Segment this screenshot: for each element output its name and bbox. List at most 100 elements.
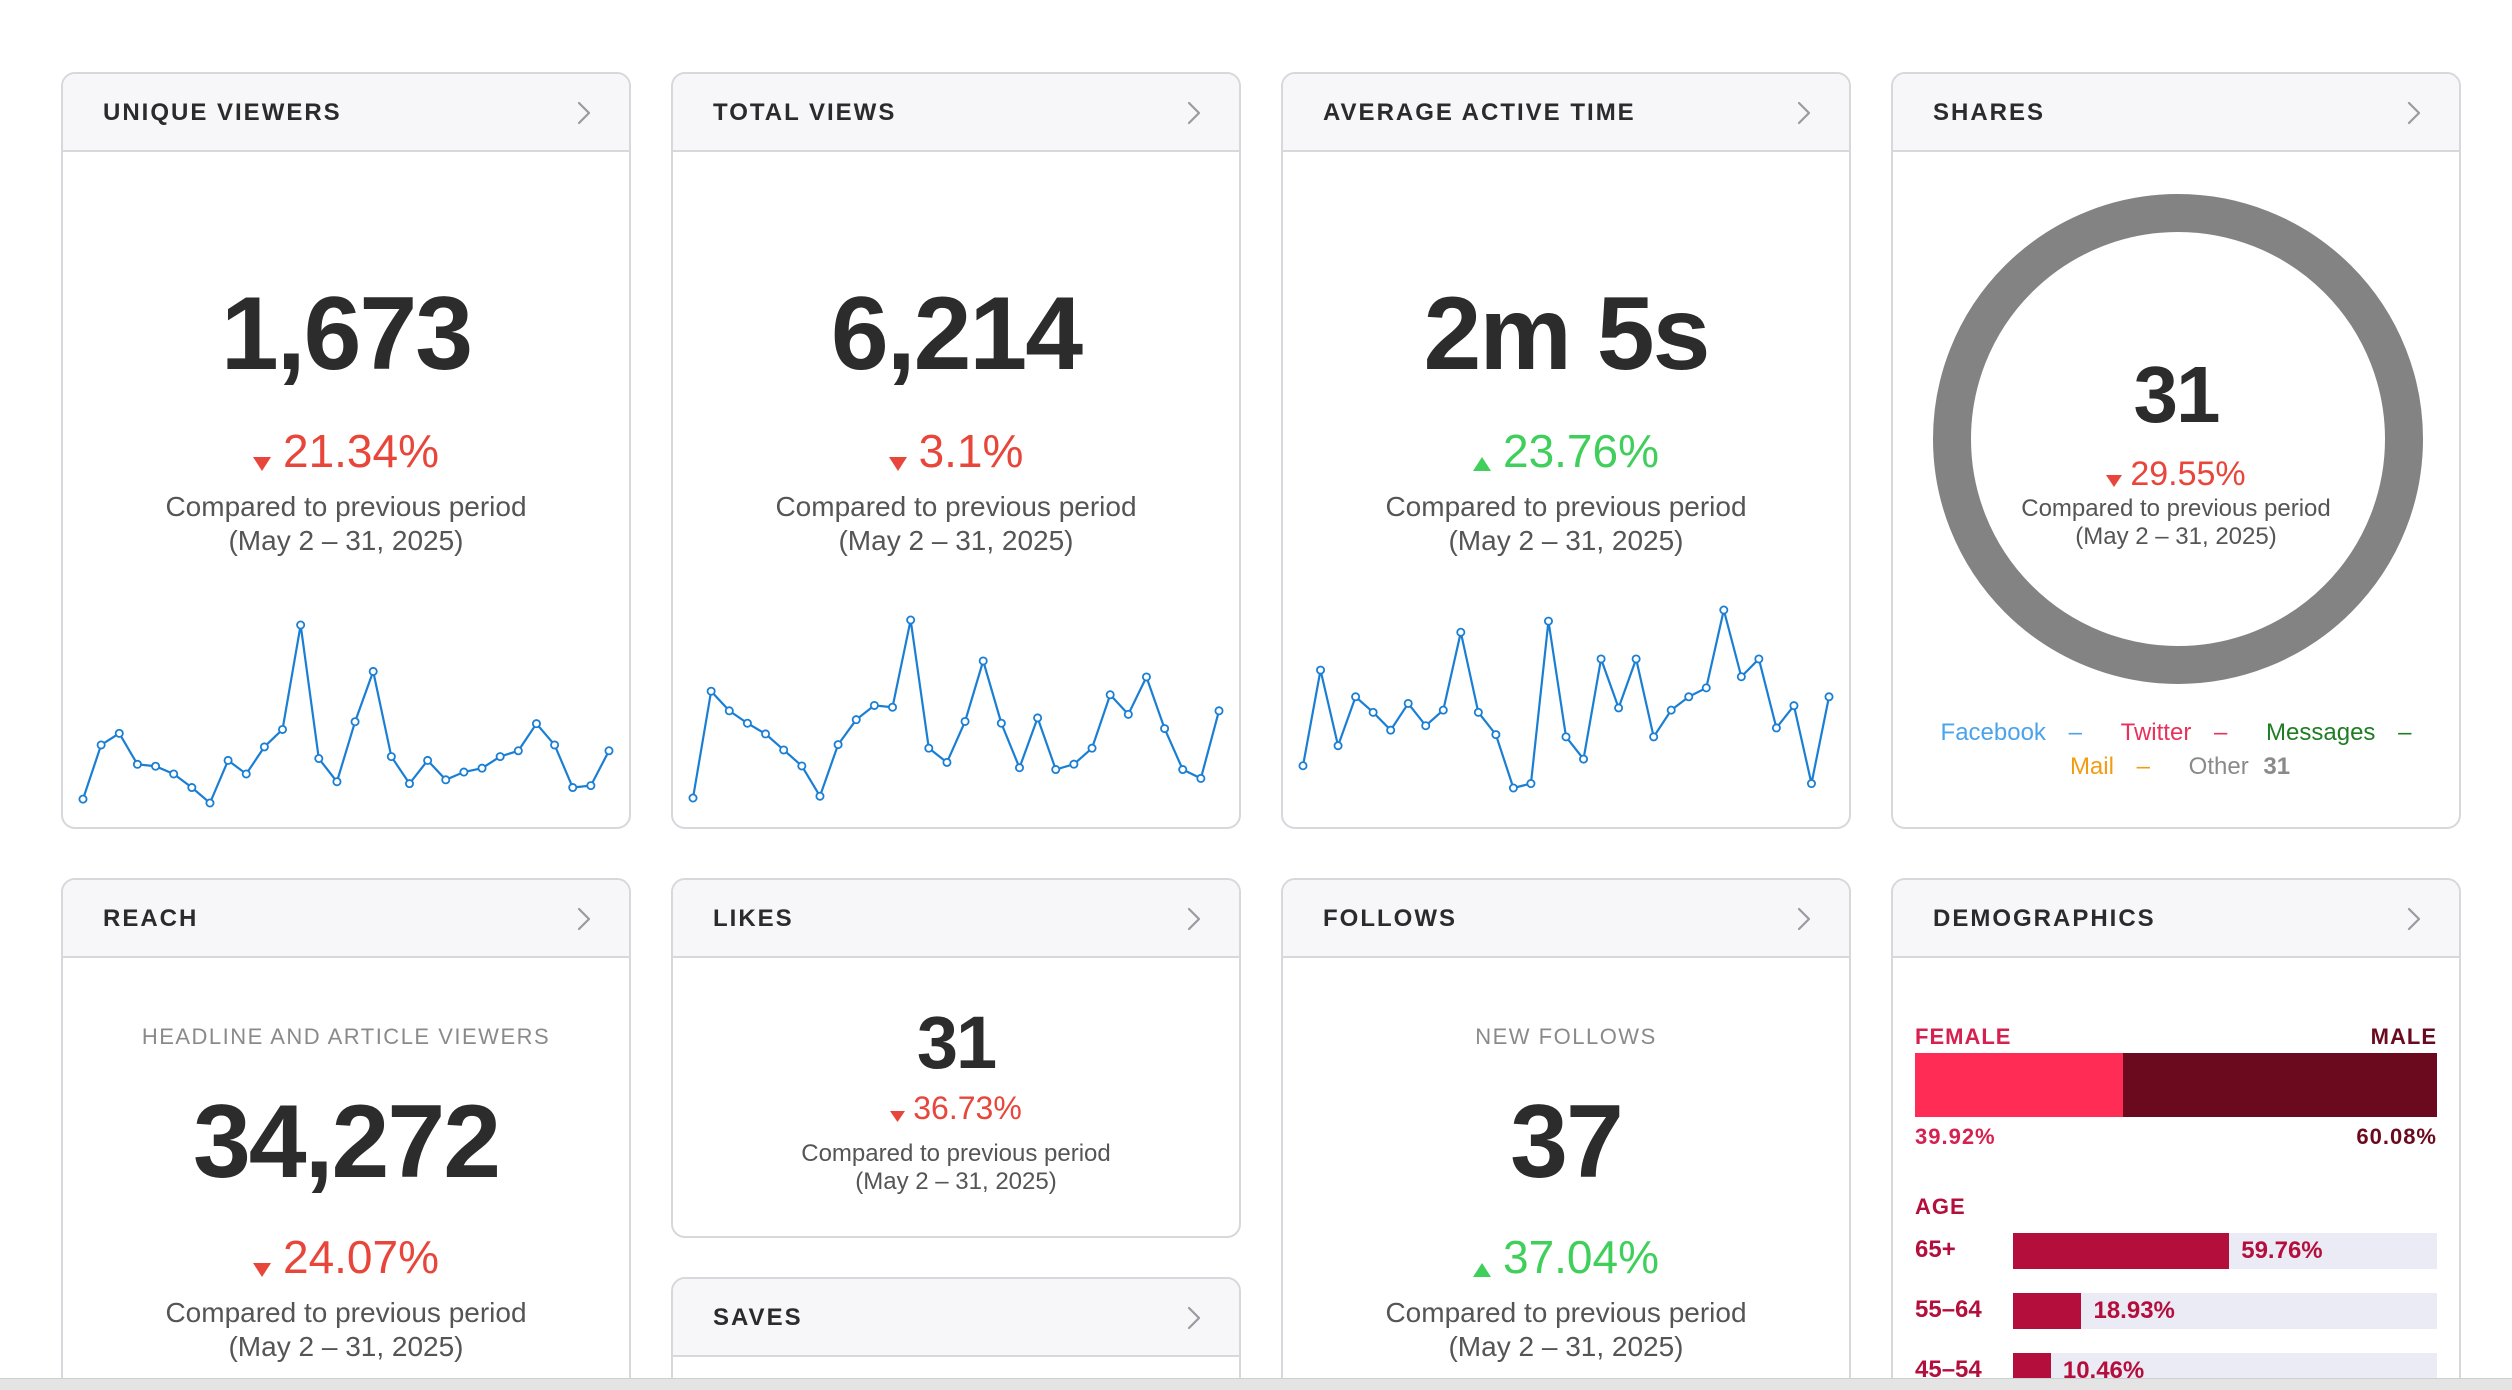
sparkline-point[interactable] [1421, 721, 1431, 731]
sparkline-point[interactable] [78, 794, 88, 804]
sparkline-point[interactable] [1701, 683, 1711, 693]
unique-viewers-header[interactable]: UNIQUE VIEWERS [63, 74, 629, 152]
sparkline-point[interactable] [1806, 779, 1816, 789]
sparkline-point[interactable] [888, 702, 898, 712]
sparkline-point[interactable] [223, 755, 233, 765]
total-views-header[interactable]: TOTAL VIEWS [673, 74, 1239, 152]
sparkline-point[interactable] [132, 759, 142, 769]
sparkline-point[interactable] [1160, 724, 1170, 734]
sparkline-point[interactable] [314, 753, 324, 763]
likes-header[interactable]: LIKES [673, 880, 1239, 958]
sparkline-point[interactable] [1543, 616, 1553, 626]
sparkline-point[interactable] [906, 615, 916, 625]
sparkline-point[interactable] [706, 686, 716, 696]
sparkline-point[interactable] [423, 755, 433, 765]
sparkline-point[interactable] [742, 718, 752, 728]
sparkline-point[interactable] [568, 783, 578, 793]
sparkline-point[interactable] [1438, 705, 1448, 715]
shares-header[interactable]: SHARES [1893, 74, 2459, 152]
legend-mail[interactable]: Mail – [2069, 753, 2150, 780]
follows-header[interactable]: FOLLOWS [1283, 880, 1849, 958]
sparkline-point[interactable] [278, 724, 288, 734]
sparkline-point[interactable] [332, 777, 342, 787]
saves-header[interactable]: SAVES [673, 1279, 1239, 1357]
sparkline-point[interactable] [586, 781, 596, 791]
legend-other[interactable]: Other 31 [2188, 753, 2291, 780]
sparkline-point[interactable] [1316, 665, 1326, 675]
sparkline-point[interactable] [1333, 741, 1343, 751]
chevron-right-icon[interactable] [1791, 906, 1817, 932]
sparkline-point[interactable] [1631, 654, 1641, 664]
sparkline-point[interactable] [1649, 732, 1659, 742]
chevron-right-icon[interactable] [1181, 1305, 1207, 1331]
sparkline-point[interactable] [1105, 690, 1115, 700]
reach-header[interactable]: REACH [63, 880, 629, 958]
sparkline-point[interactable] [1754, 654, 1764, 664]
sparkline-point[interactable] [1508, 783, 1518, 793]
sparkline-point[interactable] [1051, 765, 1061, 775]
sparkline-point[interactable] [1368, 707, 1378, 717]
gender-split-bar[interactable] [1915, 1053, 2437, 1117]
sparkline-point[interactable] [1491, 730, 1501, 740]
sparkline-point[interactable] [187, 783, 197, 793]
sparkline-point[interactable] [978, 656, 988, 666]
sparkline-point[interactable] [531, 719, 541, 729]
sparkline-point[interactable] [151, 761, 161, 771]
chevron-right-icon[interactable] [571, 100, 597, 126]
sparkline-point[interactable] [404, 779, 414, 789]
sparkline-point[interactable] [833, 740, 843, 750]
chevron-right-icon[interactable] [2401, 100, 2427, 126]
sparkline-point[interactable] [368, 666, 378, 676]
sparkline-point[interactable] [960, 716, 970, 726]
sparkline-point[interactable] [604, 746, 614, 756]
sparkline-point[interactable] [942, 757, 952, 767]
sparkline-point[interactable] [1069, 759, 1079, 769]
sparkline-point[interactable] [459, 767, 469, 777]
sparkline-point[interactable] [477, 763, 487, 773]
sparkline-point[interactable] [241, 769, 251, 779]
sparkline-point[interactable] [513, 746, 523, 756]
sparkline-point[interactable] [169, 769, 179, 779]
sparkline-point[interactable] [1014, 763, 1024, 773]
sparkline-point[interactable] [1789, 701, 1799, 711]
sparkline-point[interactable] [1614, 703, 1624, 713]
sparkline-point[interactable] [205, 798, 215, 808]
sparkline-point[interactable] [724, 706, 734, 716]
sparkline-point[interactable] [851, 715, 861, 725]
sparkline-point[interactable] [869, 700, 879, 710]
sparkline-point[interactable] [1214, 706, 1224, 716]
legend-facebook[interactable]: Facebook – [1940, 719, 2082, 746]
sparkline-point[interactable] [1736, 672, 1746, 682]
sparkline-point[interactable] [1561, 732, 1571, 742]
sparkline-point[interactable] [1196, 773, 1206, 783]
sparkline-point[interactable] [1087, 743, 1097, 753]
sparkline-point[interactable] [1141, 672, 1151, 682]
sparkline-point[interactable] [1666, 705, 1676, 715]
sparkline-point[interactable] [386, 752, 396, 762]
sparkline-point[interactable] [761, 729, 771, 739]
sparkline-point[interactable] [779, 745, 789, 755]
sparkline-point[interactable] [1033, 713, 1043, 723]
sparkline-point[interactable] [350, 717, 360, 727]
sparkline-point[interactable] [1719, 605, 1729, 615]
sparkline-point[interactable] [924, 743, 934, 753]
demographics-header[interactable]: DEMOGRAPHICS [1893, 880, 2459, 958]
sparkline-point[interactable] [550, 740, 560, 750]
sparkline-point[interactable] [688, 793, 698, 803]
sparkline-point[interactable] [1596, 654, 1606, 664]
sparkline-point[interactable] [495, 752, 505, 762]
sparkline-point[interactable] [259, 742, 269, 752]
sparkline-point[interactable] [1456, 627, 1466, 637]
chevron-right-icon[interactable] [1791, 100, 1817, 126]
sparkline-point[interactable] [1403, 698, 1413, 708]
sparkline-point[interactable] [1526, 779, 1536, 789]
sparkline-point[interactable] [96, 740, 106, 750]
sparkline-point[interactable] [797, 761, 807, 771]
sparkline-point[interactable] [996, 718, 1006, 728]
chevron-right-icon[interactable] [571, 906, 597, 932]
chevron-right-icon[interactable] [1181, 906, 1207, 932]
sparkline-point[interactable] [1298, 761, 1308, 771]
sparkline-point[interactable] [114, 728, 124, 738]
sparkline-point[interactable] [1579, 754, 1589, 764]
sparkline-point[interactable] [1351, 692, 1361, 702]
